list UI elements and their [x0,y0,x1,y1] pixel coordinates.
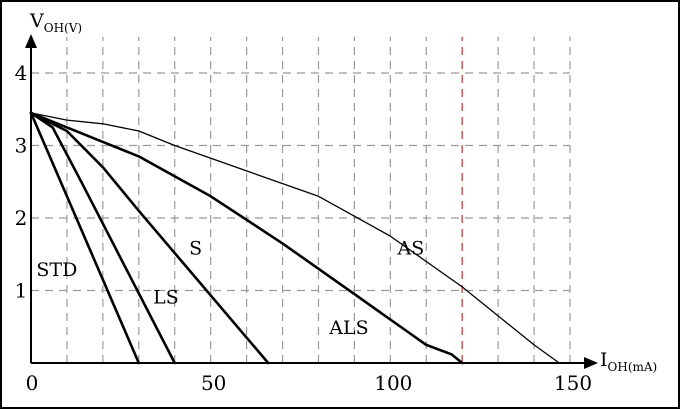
series-line-als [29,111,464,365]
grid [31,36,571,363]
series-label-std: STD [36,259,77,281]
y-axis-arrowhead [25,34,37,48]
series-line-ls [29,111,176,365]
y-tick-label-1: 1 [15,279,28,303]
y-tick-label-2: 2 [15,206,28,230]
series-labels: STD LS S ALS AS [36,237,424,339]
series-label-as: AS [397,237,425,259]
x-tick-label-0: 0 [26,371,39,395]
series-line-as [30,112,560,364]
x-tick-label-100: 100 [374,371,412,395]
y-tick-label-3: 3 [15,134,28,158]
series-label-ls: LS [153,287,179,309]
series-line-s [29,111,270,365]
series-label-als: ALS [328,317,368,339]
series-label-s: S [189,237,202,259]
series-line-std [29,111,141,365]
x-tick-label-50: 50 [201,371,226,395]
series [29,111,560,365]
y-axis-title: VOH(V) [29,10,82,35]
tick-labels: 0 50 100 150 1 2 3 4 [15,61,592,395]
x-axis-title: IOH(mA) [600,349,657,374]
x-tick-label-150: 150 [554,371,592,395]
axes [25,34,598,369]
x-axis-arrowhead [584,357,598,369]
y-tick-label-4: 4 [15,61,28,85]
